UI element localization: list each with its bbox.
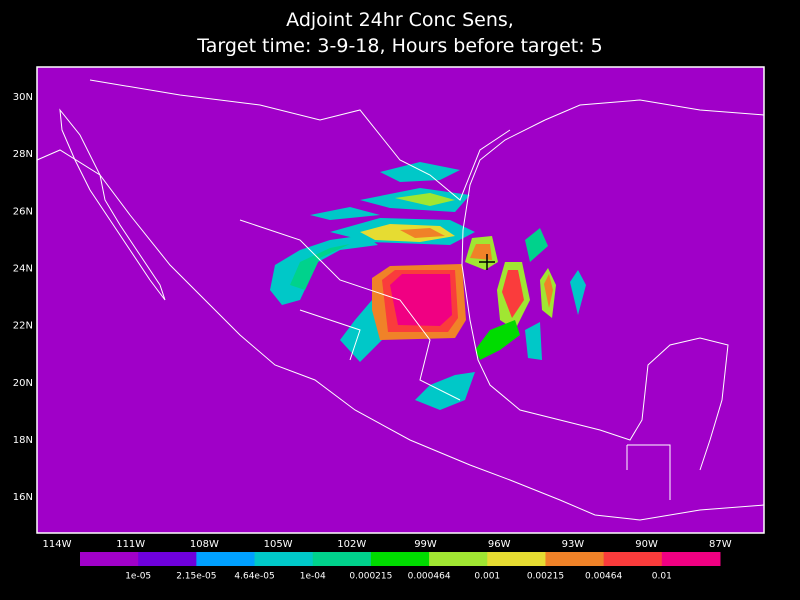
lon-label: 108W — [190, 539, 219, 550]
colorbar-box — [196, 552, 256, 566]
lon-label: 93W — [562, 539, 585, 550]
coastline — [544, 99, 765, 121]
coastline — [461, 119, 729, 471]
colorbar-label: 0.000215 — [349, 572, 392, 582]
state-line — [239, 219, 461, 401]
contour — [380, 162, 460, 182]
lon-label: 96W — [488, 539, 511, 550]
colorbar-label: 0.000464 — [408, 572, 451, 582]
lon-label: 99W — [414, 539, 437, 550]
border — [89, 79, 511, 201]
colorbar-label: 4.64e-05 — [234, 572, 274, 582]
lon-label: 111W — [116, 539, 145, 550]
contour — [544, 274, 553, 308]
contour — [395, 193, 455, 206]
axis-labels: 30N 28N 26N 24N 22N 20N 18N 16N 114W 111W 108W 105W… — [13, 92, 732, 550]
border — [626, 444, 671, 500]
lat-label: 22N — [13, 321, 33, 332]
lon-label: 90W — [635, 539, 658, 550]
colorbar-label: 0.00215 — [527, 572, 564, 582]
contour — [270, 235, 378, 305]
target-marker — [479, 254, 495, 270]
colorbar-box — [429, 552, 488, 566]
colorbar-box — [370, 552, 430, 566]
coastline — [59, 108, 166, 301]
colorbar: 1e-05 2.15e-05 4.64e-05 1e-04 0.000215 0.0004… — [80, 552, 721, 582]
map-frame — [36, 66, 765, 534]
contour — [415, 372, 475, 410]
title-line: Adjoint 24hr Conc Sens, — [286, 9, 514, 31]
colorbar-box — [545, 552, 605, 566]
lon-label: 87W — [709, 539, 732, 550]
contour — [290, 244, 350, 290]
contour — [390, 274, 452, 326]
contour — [502, 270, 524, 318]
contour — [525, 322, 542, 360]
contour — [310, 207, 380, 220]
lat-label: 18N — [13, 435, 33, 446]
lon-label: 105W — [264, 539, 293, 550]
contour — [475, 320, 520, 360]
colorbar-box — [603, 552, 663, 566]
colorbar-box — [254, 552, 314, 566]
colorbar-label: 2.15e-05 — [176, 572, 216, 582]
contour — [525, 228, 548, 262]
title-line: Target time: 3-9-18, Hours before target… — [196, 35, 603, 57]
colorbar-box — [661, 552, 721, 566]
lat-label: 28N — [13, 149, 33, 160]
colorbar-label: 0.00464 — [585, 572, 622, 582]
lat-label: 16N — [13, 492, 33, 503]
colorbar-label: 0.001 — [474, 572, 500, 582]
contour — [400, 228, 445, 238]
lat-label: 20N — [13, 378, 33, 389]
colorbar-label: 1e-05 — [125, 572, 151, 582]
coastlines — [36, 79, 765, 521]
coastline — [36, 149, 765, 521]
lat-label: 24N — [13, 263, 33, 274]
colorbar-label: 0.01 — [652, 572, 672, 582]
colorbar-box — [80, 552, 139, 566]
contour — [340, 300, 382, 362]
contour — [570, 270, 586, 315]
colorbar-box — [487, 552, 546, 566]
lat-label: 30N — [13, 92, 33, 103]
lon-label: 114W — [43, 539, 72, 550]
contours — [270, 162, 586, 410]
colorbar-label: 1e-04 — [300, 572, 326, 582]
colorbar-box — [312, 552, 372, 566]
lon-label: 102W — [337, 539, 366, 550]
lat-label: 26N — [13, 206, 33, 217]
colorbar-box — [138, 552, 197, 566]
